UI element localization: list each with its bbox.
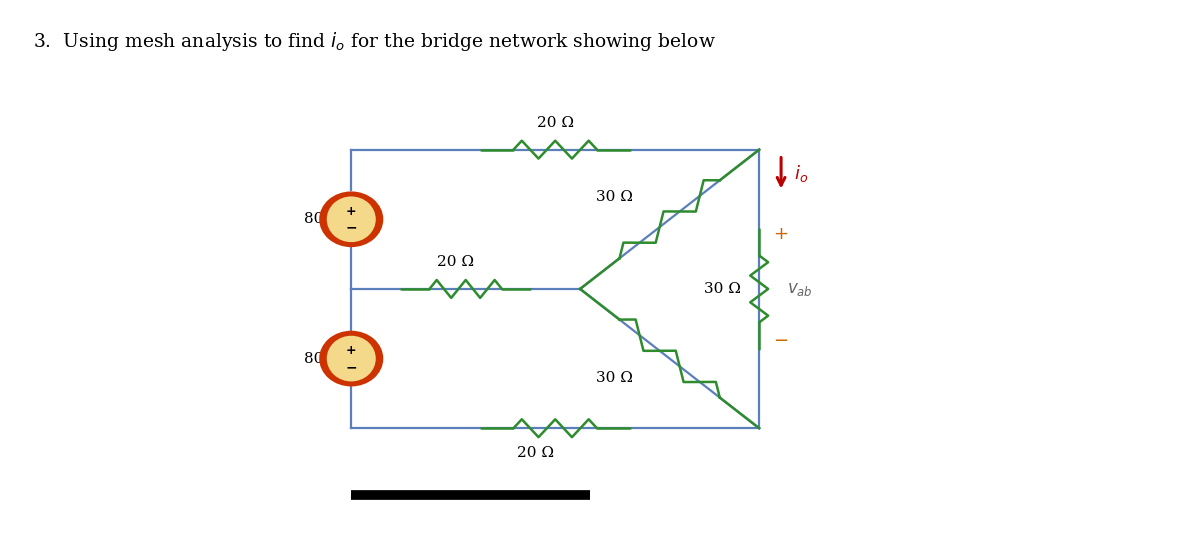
- Text: 30 Ω: 30 Ω: [596, 191, 634, 204]
- Text: +: +: [346, 344, 356, 357]
- Text: −: −: [346, 360, 358, 374]
- Text: 30 Ω: 30 Ω: [704, 282, 742, 296]
- Text: −: −: [346, 220, 358, 235]
- Text: +: +: [346, 205, 356, 218]
- Text: 80 V: 80 V: [304, 352, 340, 366]
- Ellipse shape: [319, 331, 383, 387]
- Text: 80 V: 80 V: [304, 212, 340, 226]
- Ellipse shape: [326, 197, 376, 242]
- Ellipse shape: [326, 336, 376, 382]
- Text: 30 Ω: 30 Ω: [596, 371, 634, 384]
- Text: 20 Ω: 20 Ω: [536, 116, 574, 130]
- Text: 3.  Using mesh analysis to find $i_o$ for the bridge network showing below: 3. Using mesh analysis to find $i_o$ for…: [32, 30, 716, 53]
- Text: −: −: [773, 332, 788, 350]
- Ellipse shape: [319, 192, 383, 247]
- Text: +: +: [773, 225, 788, 243]
- Text: 20 Ω: 20 Ω: [517, 446, 554, 460]
- Text: $v_{ab}$: $v_{ab}$: [787, 280, 812, 298]
- Text: 20 Ω: 20 Ω: [437, 255, 474, 269]
- Text: $i_o$: $i_o$: [794, 162, 808, 183]
